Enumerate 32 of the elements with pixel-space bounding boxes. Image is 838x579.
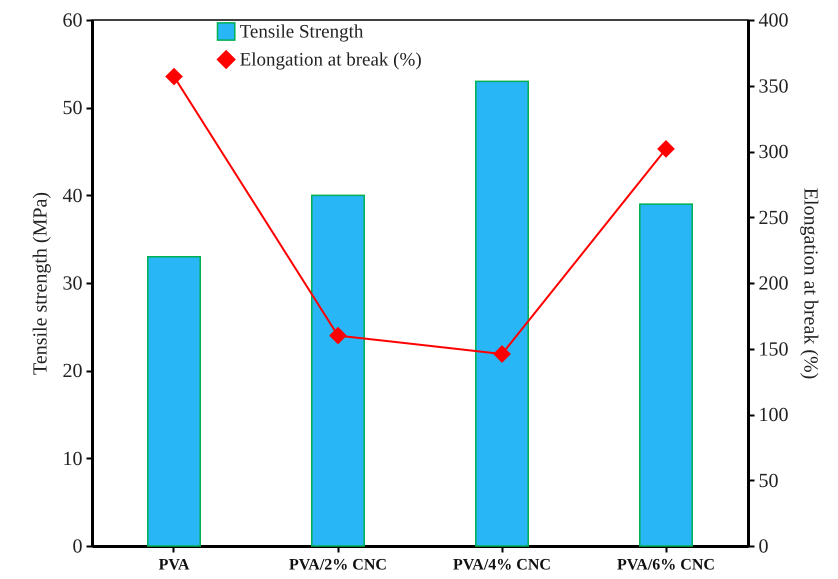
y2-tick-label: 300 [758,141,788,163]
bar [147,256,201,547]
legend-label: Tensile Strength [240,22,364,42]
point [494,346,510,362]
y2-tick-label: 0 [758,536,768,558]
y-axis-title: Tensile strength (MPa) [30,192,52,376]
y2-tick-label: 350 [758,75,788,98]
y-tick-label: 40 [62,184,82,207]
bar [475,80,529,547]
y2-tick-label: 400 [758,10,788,32]
y2-tick-label: 100 [758,404,788,426]
y2-tick-label: 50 [758,470,778,492]
x-tick-label: PVA/2% CNC [289,556,387,574]
y-tick-label: 20 [62,360,82,382]
y-tick-label: 0 [72,536,82,558]
point [658,140,674,158]
point [166,68,182,85]
y-tick-label: 10 [62,448,82,470]
y-tick-label: 30 [62,272,82,294]
x-tick-label: PVA/6% CNC [617,556,715,574]
y-tick-label: 60 [62,10,82,32]
y-tick-label: 50 [62,97,82,120]
y2-tick-label: 200 [758,272,788,294]
point [330,327,346,344]
y2-tick-label: 250 [758,206,788,229]
x-tick-label: PVA/4% CNC [453,556,551,574]
legend-label: Elongation at break (%) [240,50,422,70]
y2-axis-title: Elongation at break (%) [800,188,822,380]
bar [639,203,693,547]
bar [311,194,365,547]
y2-tick-label: 150 [758,338,788,360]
x-tick-label: PVA [158,556,190,574]
